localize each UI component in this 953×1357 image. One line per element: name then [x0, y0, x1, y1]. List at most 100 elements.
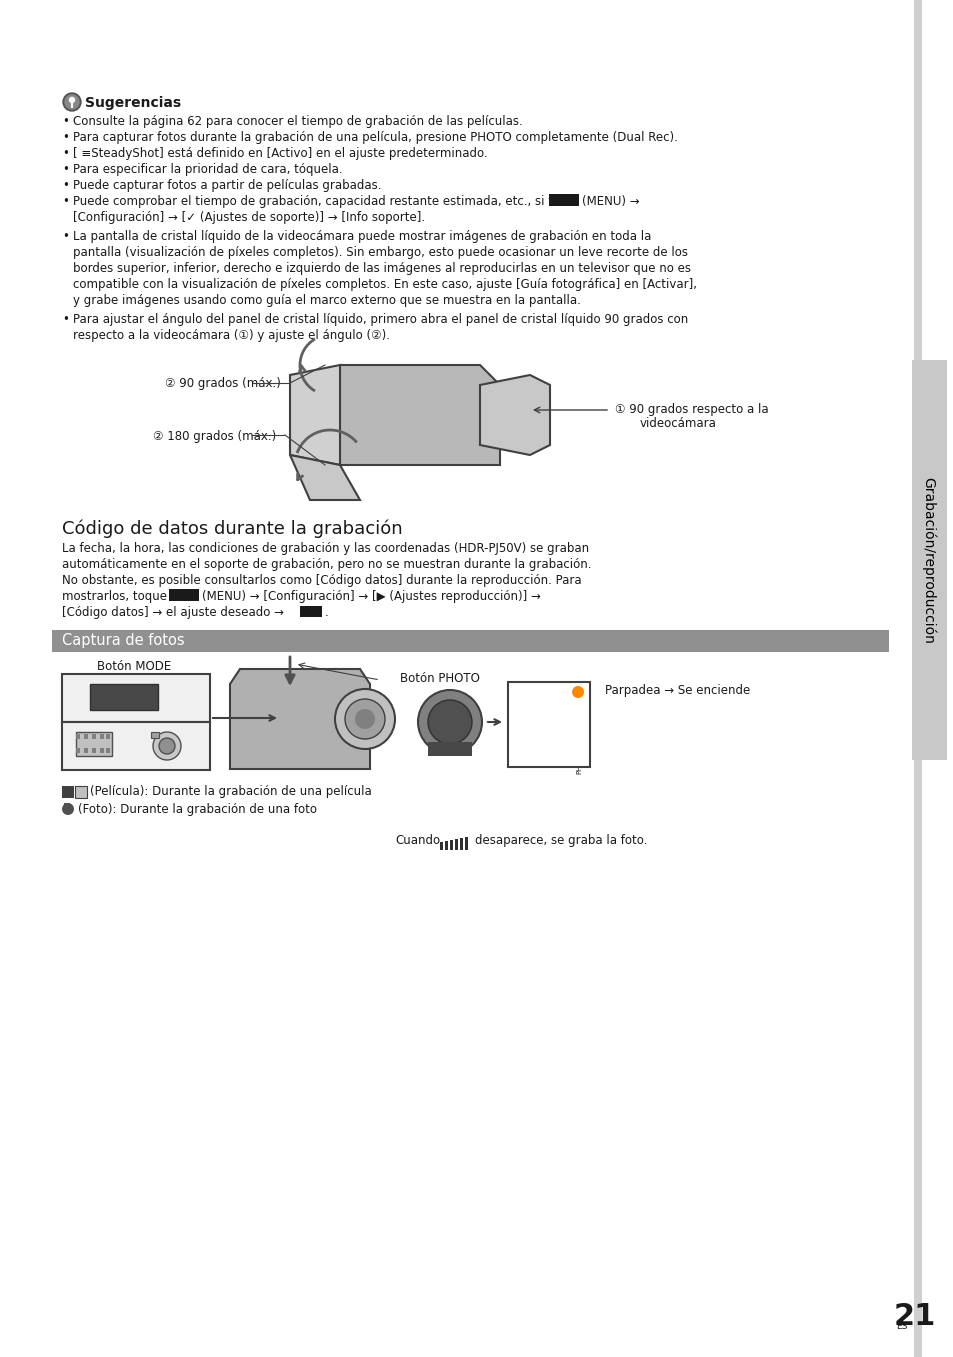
- Circle shape: [355, 708, 375, 729]
- Text: [Código datos] → el ajuste deseado →: [Código datos] → el ajuste deseado →: [62, 607, 284, 619]
- Text: 21: 21: [893, 1301, 936, 1331]
- Bar: [90, 684, 158, 710]
- Circle shape: [417, 689, 481, 754]
- Text: •: •: [62, 147, 69, 160]
- Text: Puede comprobar el tiempo de grabación, capacidad restante estimada, etc., si to: Puede comprobar el tiempo de grabación, …: [73, 195, 573, 208]
- Text: automáticamente en el soporte de grabación, pero no se muestran durante la graba: automáticamente en el soporte de grabaci…: [62, 558, 591, 571]
- Bar: [464, 837, 468, 849]
- Polygon shape: [230, 669, 370, 769]
- Bar: [64, 803, 70, 807]
- Text: La fecha, la hora, las condiciones de grabación y las coordenadas (HDR-PJ50V) se: La fecha, la hora, las condiciones de gr…: [62, 541, 589, 555]
- Bar: [450, 840, 453, 849]
- Text: MENU: MENU: [171, 590, 196, 600]
- Text: •: •: [62, 313, 69, 326]
- Text: Captura de fotos: Captura de fotos: [62, 632, 185, 649]
- Text: •: •: [62, 115, 69, 128]
- Text: No obstante, es posible consultarlos como [Código datos] durante la reproducción: No obstante, es posible consultarlos com…: [62, 574, 581, 588]
- Text: (MENU) →: (MENU) →: [581, 195, 639, 208]
- Bar: [151, 731, 159, 738]
- Text: MENU: MENU: [512, 687, 532, 692]
- Text: mostrarlos, toque: mostrarlos, toque: [62, 590, 167, 603]
- Text: ② 90 grados (máx.): ② 90 grados (máx.): [165, 377, 280, 389]
- Text: (MENU) → [Configuración] → [▶ (Ajustes reproducción)] →: (MENU) → [Configuración] → [▶ (Ajustes r…: [202, 590, 540, 603]
- Bar: [169, 589, 199, 601]
- Text: Parpadea → Se enciende: Parpadea → Se enciende: [604, 684, 749, 697]
- Text: respecto a la videocámara (①) y ajuste el ángulo (②).: respecto a la videocámara (①) y ajuste e…: [73, 328, 390, 342]
- Text: Botón MODE: Botón MODE: [97, 660, 172, 673]
- Text: [Configuración] → [✓ (Ajustes de soporte)] → [Info soporte].: [Configuración] → [✓ (Ajustes de soporte…: [73, 210, 425, 224]
- Text: Para capturar fotos durante la grabación de una película, presione PHOTO complet: Para capturar fotos durante la grabación…: [73, 132, 678, 144]
- Text: ① 90 grados respecto a la: ① 90 grados respecto a la: [615, 403, 768, 417]
- Bar: [299, 607, 322, 617]
- Text: ■■: ■■: [65, 790, 75, 794]
- Text: compatible con la visualización de píxeles completos. En este caso, ajuste [Guía: compatible con la visualización de píxel…: [73, 278, 697, 290]
- Text: Grabación/reproducción: Grabación/reproducción: [921, 476, 935, 643]
- Bar: [76, 731, 112, 756]
- Circle shape: [70, 98, 74, 103]
- Circle shape: [428, 700, 472, 744]
- Text: Código de datos durante la grabación: Código de datos durante la grabación: [62, 520, 402, 539]
- Bar: [106, 734, 110, 740]
- Text: Para especificar la prioridad de cara, tóquela.: Para especificar la prioridad de cara, t…: [73, 163, 342, 176]
- Text: Botón PHOTO: Botón PHOTO: [399, 672, 479, 685]
- Polygon shape: [339, 365, 499, 465]
- Text: (Película): Durante la grabación de una película: (Película): Durante la grabación de una …: [90, 784, 372, 798]
- Circle shape: [345, 699, 385, 740]
- Text: PHOTO: PHOTO: [576, 750, 581, 775]
- Text: •: •: [62, 132, 69, 144]
- Text: ES: ES: [895, 1322, 906, 1331]
- Bar: [548, 194, 578, 206]
- Bar: [100, 734, 104, 740]
- Bar: [106, 748, 110, 753]
- Text: [ ≡SteadyShot] está definido en [Activo] en el ajuste predeterminado.: [ ≡SteadyShot] está definido en [Activo]…: [73, 147, 487, 160]
- Text: pantalla (visualización de píxeles completos). Sin embargo, esto puede ocasionar: pantalla (visualización de píxeles compl…: [73, 246, 687, 259]
- Text: W: W: [513, 706, 520, 715]
- Bar: [75, 786, 87, 798]
- Polygon shape: [479, 375, 550, 455]
- Bar: [91, 748, 96, 753]
- Polygon shape: [290, 455, 359, 499]
- Text: •: •: [62, 195, 69, 208]
- Text: T: T: [513, 722, 517, 731]
- Bar: [507, 683, 589, 767]
- Text: MENU: MENU: [551, 195, 577, 205]
- Text: Para ajustar el ángulo del panel de cristal líquido, primero abra el panel de cr: Para ajustar el ángulo del panel de cris…: [73, 313, 687, 326]
- Bar: [62, 722, 210, 769]
- Text: Cuando: Cuando: [395, 835, 439, 847]
- Bar: [455, 839, 457, 849]
- Text: •: •: [62, 229, 69, 243]
- Text: y grabe imágenes usando como guía el marco externo que se muestra en la pantalla: y grabe imágenes usando como guía el mar…: [73, 294, 580, 307]
- Circle shape: [159, 738, 174, 754]
- Text: PHOTO: PHOTO: [431, 744, 469, 754]
- Bar: [76, 734, 80, 740]
- Circle shape: [65, 95, 79, 109]
- Bar: [444, 841, 448, 849]
- Bar: [62, 674, 210, 722]
- Text: La pantalla de cristal líquido de la videocámara puede mostrar imágenes de graba: La pantalla de cristal líquido de la vid…: [73, 229, 651, 243]
- Text: Puede capturar fotos a partir de películas grabadas.: Puede capturar fotos a partir de películ…: [73, 179, 381, 191]
- Circle shape: [152, 731, 181, 760]
- Text: •: •: [62, 163, 69, 176]
- Text: MODE: MODE: [103, 691, 145, 703]
- Bar: [76, 748, 80, 753]
- Bar: [62, 786, 74, 798]
- Circle shape: [62, 803, 74, 816]
- Circle shape: [335, 689, 395, 749]
- Circle shape: [63, 94, 81, 111]
- Text: desaparece, se graba la foto.: desaparece, se graba la foto.: [475, 835, 647, 847]
- Bar: [91, 734, 96, 740]
- Bar: [100, 748, 104, 753]
- Polygon shape: [290, 365, 339, 465]
- Circle shape: [572, 687, 583, 697]
- Text: videocámara: videocámara: [639, 417, 716, 430]
- Bar: [428, 742, 472, 756]
- Bar: [52, 630, 888, 651]
- Bar: [913, 0, 921, 1357]
- Bar: [439, 841, 442, 849]
- Text: bordes superior, inferior, derecho e izquierdo de las imágenes al reproducirlas : bordes superior, inferior, derecho e izq…: [73, 262, 690, 275]
- Text: Sugerencias: Sugerencias: [85, 96, 181, 110]
- Text: .: .: [325, 607, 329, 619]
- Text: Consulte la página 62 para conocer el tiempo de grabación de las películas.: Consulte la página 62 para conocer el ti…: [73, 115, 522, 128]
- Bar: [911, 360, 946, 760]
- Bar: [459, 839, 462, 849]
